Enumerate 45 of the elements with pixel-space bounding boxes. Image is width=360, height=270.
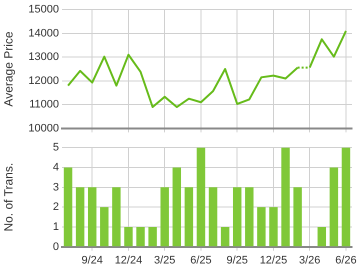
bar bbox=[293, 187, 302, 246]
bar bbox=[88, 187, 96, 246]
y-axis-title: No. of Trans. bbox=[2, 162, 16, 232]
bar bbox=[342, 148, 350, 246]
bar bbox=[112, 187, 121, 246]
bar bbox=[232, 187, 242, 246]
y-tick-label: 3 bbox=[52, 181, 59, 194]
y-tick-label: 5 bbox=[52, 142, 59, 154]
x-tick-label: 6/26 bbox=[335, 254, 357, 266]
bar bbox=[76, 187, 84, 246]
bar bbox=[257, 207, 266, 246]
bar bbox=[160, 187, 169, 246]
bar bbox=[281, 148, 290, 246]
bar bbox=[220, 226, 230, 246]
bar bbox=[148, 226, 157, 246]
bar bbox=[330, 167, 338, 246]
x-tick-label: 9/24 bbox=[81, 254, 103, 266]
x-tick-label: 6/25 bbox=[190, 254, 212, 266]
y-axis-title: Average Price bbox=[2, 31, 16, 107]
bar bbox=[269, 207, 278, 246]
x-tick-label: 3/25 bbox=[154, 254, 176, 266]
y-tick-label: 14000 bbox=[28, 27, 59, 40]
y-tick-label: 10000 bbox=[28, 122, 59, 134]
y-tick-label: 4 bbox=[52, 161, 59, 174]
y-tick-label: 13000 bbox=[28, 51, 59, 64]
y-tick-label: 11000 bbox=[29, 98, 59, 111]
x-tick-label: 9/25 bbox=[226, 254, 248, 266]
bar bbox=[318, 226, 326, 246]
bar bbox=[136, 226, 145, 246]
bar bbox=[245, 187, 254, 246]
bar bbox=[124, 226, 133, 246]
bar bbox=[100, 207, 109, 246]
bar bbox=[64, 167, 72, 246]
bar bbox=[196, 148, 206, 246]
y-tick-label: 0 bbox=[52, 240, 59, 253]
y-tick-label: 2 bbox=[52, 201, 59, 214]
y-tick-label: 12000 bbox=[28, 74, 59, 87]
bar bbox=[184, 187, 194, 246]
x-tick-label: 12/24 bbox=[114, 254, 142, 266]
x-tick-label: 12/25 bbox=[260, 254, 288, 266]
y-tick-label: 1 bbox=[52, 220, 59, 233]
y-tick-label: 15000 bbox=[28, 4, 59, 16]
bar bbox=[172, 167, 182, 246]
bar bbox=[208, 187, 218, 246]
x-tick-label: 3/26 bbox=[298, 254, 320, 266]
